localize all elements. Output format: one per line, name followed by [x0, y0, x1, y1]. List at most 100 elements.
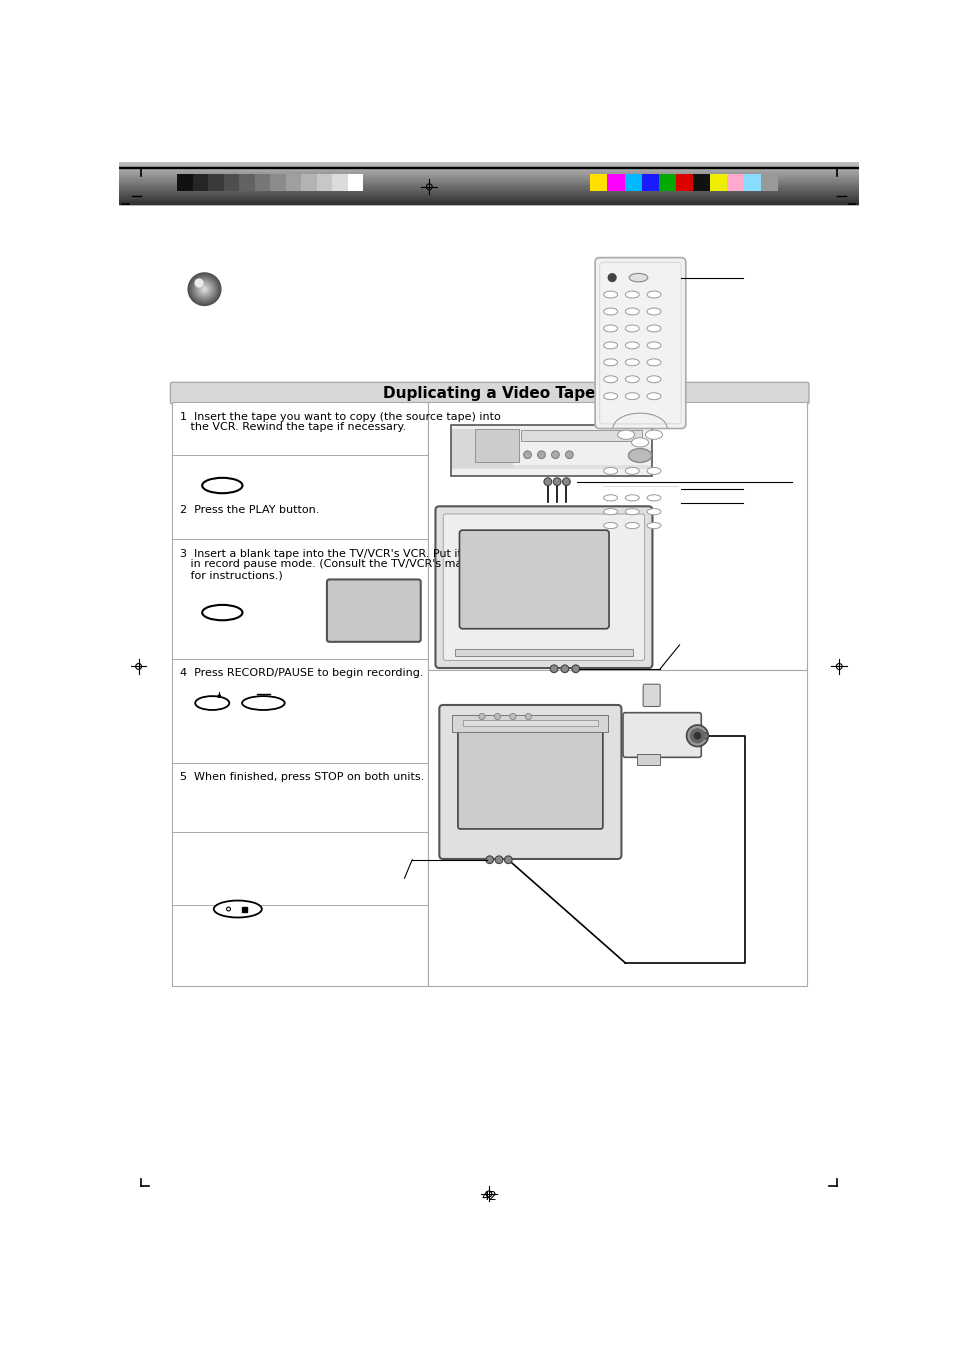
Circle shape [190, 274, 219, 304]
Bar [177, 174, 193, 192]
Text: 4  Press RECORD/PAUSE to begin recording.: 4 Press RECORD/PAUSE to begin recording. [179, 667, 423, 678]
Ellipse shape [624, 376, 639, 382]
Circle shape [195, 281, 213, 297]
Ellipse shape [617, 430, 634, 439]
Circle shape [478, 713, 484, 720]
Circle shape [565, 451, 573, 458]
Bar [427, 670, 806, 986]
Bar [452, 465, 650, 469]
Bar [607, 174, 624, 192]
Circle shape [560, 665, 568, 673]
Ellipse shape [624, 359, 639, 366]
Circle shape [188, 273, 220, 305]
Bar [301, 174, 316, 192]
Circle shape [509, 713, 516, 720]
Ellipse shape [242, 696, 284, 711]
Ellipse shape [603, 342, 617, 349]
FancyBboxPatch shape [439, 705, 620, 859]
Bar [286, 174, 301, 192]
Ellipse shape [646, 508, 660, 515]
Bar [455, 648, 633, 657]
Circle shape [204, 288, 205, 290]
Bar [193, 174, 208, 192]
FancyBboxPatch shape [435, 507, 652, 667]
Ellipse shape [603, 467, 617, 474]
Circle shape [193, 277, 216, 301]
Ellipse shape [624, 326, 639, 332]
Ellipse shape [629, 273, 647, 282]
Ellipse shape [646, 308, 660, 315]
Circle shape [525, 713, 531, 720]
Circle shape [191, 276, 218, 303]
Bar [316, 174, 332, 192]
FancyBboxPatch shape [622, 713, 700, 758]
Circle shape [571, 665, 579, 673]
Bar [451, 426, 652, 476]
Ellipse shape [603, 523, 617, 528]
Bar [119, 166, 858, 169]
Bar [475, 428, 519, 462]
Bar [624, 174, 641, 192]
Circle shape [218, 694, 220, 697]
Ellipse shape [603, 308, 617, 315]
Bar [452, 715, 608, 732]
Bar [692, 174, 709, 192]
Circle shape [543, 478, 551, 485]
Circle shape [608, 274, 616, 281]
Ellipse shape [624, 467, 639, 474]
FancyBboxPatch shape [459, 530, 608, 628]
Ellipse shape [624, 523, 639, 528]
Circle shape [553, 478, 560, 485]
Ellipse shape [603, 494, 617, 501]
Circle shape [523, 451, 531, 458]
Ellipse shape [646, 342, 660, 349]
Bar [726, 174, 743, 192]
Text: the VCR. Rewind the tape if necessary.: the VCR. Rewind the tape if necessary. [179, 423, 405, 432]
Ellipse shape [624, 342, 639, 349]
Circle shape [198, 282, 211, 296]
Bar [641, 174, 658, 192]
Bar [590, 174, 607, 192]
Circle shape [197, 282, 212, 296]
Circle shape [200, 285, 208, 293]
Text: 3  Insert a blank tape into the TV/VCR's VCR. Put it: 3 Insert a blank tape into the TV/VCR's … [179, 549, 461, 559]
Circle shape [686, 725, 707, 747]
Text: 1  Insert the tape you want to copy (the source tape) into: 1 Insert the tape you want to copy (the … [179, 412, 500, 422]
Ellipse shape [213, 901, 261, 917]
Bar [709, 174, 726, 192]
Ellipse shape [646, 467, 660, 474]
Bar [675, 174, 692, 192]
Ellipse shape [624, 508, 639, 515]
FancyBboxPatch shape [642, 684, 659, 707]
FancyBboxPatch shape [457, 728, 602, 830]
Circle shape [203, 288, 206, 290]
Ellipse shape [202, 605, 242, 620]
Circle shape [504, 857, 512, 863]
Ellipse shape [646, 359, 660, 366]
Bar [270, 174, 286, 192]
Bar [172, 403, 427, 986]
Text: 42: 42 [480, 1190, 497, 1202]
FancyBboxPatch shape [595, 258, 685, 428]
Circle shape [199, 284, 210, 295]
Bar [208, 174, 224, 192]
Circle shape [494, 713, 500, 720]
Text: 5  When finished, press STOP on both units.: 5 When finished, press STOP on both unit… [179, 771, 423, 782]
Ellipse shape [624, 308, 639, 315]
Bar [239, 174, 254, 192]
FancyBboxPatch shape [443, 513, 644, 661]
Bar [119, 158, 858, 204]
Bar [462, 720, 598, 725]
Circle shape [485, 857, 493, 863]
Bar [637, 754, 659, 765]
Bar [427, 403, 806, 670]
Circle shape [690, 728, 703, 743]
Circle shape [199, 285, 209, 293]
Ellipse shape [603, 359, 617, 366]
Circle shape [537, 451, 545, 458]
Circle shape [562, 478, 570, 485]
Bar [224, 174, 239, 192]
Circle shape [202, 286, 207, 292]
Bar [348, 174, 363, 192]
Circle shape [194, 278, 204, 288]
